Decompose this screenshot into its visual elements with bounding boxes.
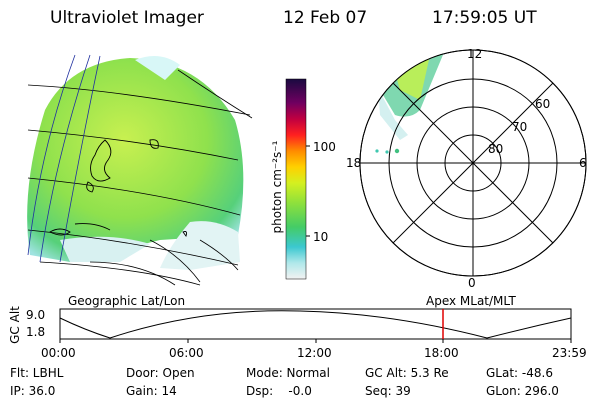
instrument-title: Ultraviolet Imager [50, 8, 204, 28]
info-gc-alt: GC Alt: 5.3 Re [365, 366, 449, 380]
colorbar-unit-label: photon cm⁻²s⁻¹ [270, 140, 284, 234]
coastline [90, 139, 112, 182]
time-tick-1800: 18:00 [424, 346, 459, 360]
dayglow-edge [160, 221, 240, 270]
mlat-label-60: 60 [535, 97, 551, 111]
colorbar-tick-10: 10 [313, 230, 329, 244]
mlt-label-12: 12 [467, 47, 483, 61]
info-glon: GLon: 296.0 [486, 384, 559, 398]
info-mode: Mode: Normal [246, 366, 330, 380]
alt-tick-1-8: 1.8 [26, 325, 46, 339]
info-flt: Flt: LBHL [10, 366, 64, 380]
altitude-strip-chart [59, 308, 572, 343]
info-gain: Gain: 14 [126, 384, 177, 398]
time-tick-0600: 06:00 [169, 346, 204, 360]
info-dsp: Dsp: -0.0 [246, 384, 312, 398]
polar-mlt-plot [359, 49, 587, 277]
gc-alt-axis-label: GC Alt [8, 306, 22, 344]
mlt-label-18: 18 [346, 156, 362, 170]
info-glat: GLat: -48.6 [486, 366, 553, 380]
uv-globe-image [27, 54, 253, 286]
time-tick-0000: 00:00 [41, 346, 76, 360]
colorbar [285, 78, 307, 280]
info-ip: IP: 36.0 [10, 384, 56, 398]
info-seq: Seq: 39 [365, 384, 411, 398]
mlat-label-80: 80 [488, 142, 504, 156]
geographic-label: Geographic Lat/Lon [68, 294, 186, 308]
colorbar-tick-100: 100 [313, 140, 336, 154]
time-label: 17:59:05 UT [432, 8, 537, 28]
mlat-label-70: 70 [512, 120, 528, 134]
date-label: 12 Feb 07 [283, 8, 368, 28]
apex-label: Apex MLat/MLT [426, 294, 516, 308]
time-tick-2359: 23:59 [552, 346, 587, 360]
altitude-curve [59, 310, 572, 339]
alt-tick-9: 9.0 [26, 308, 46, 322]
info-door: Door: Open [126, 366, 195, 380]
mlt-label-6: 6 [579, 156, 587, 170]
time-tick-1200: 12:00 [297, 346, 332, 360]
mlt-label-0: 0 [468, 276, 476, 290]
